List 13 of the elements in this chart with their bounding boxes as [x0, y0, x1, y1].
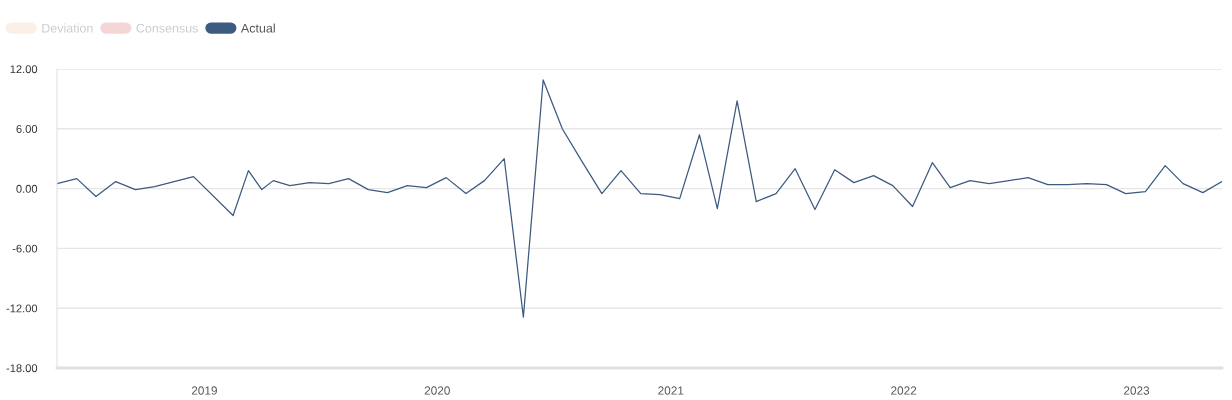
y-tick-label: -18.00 — [6, 364, 38, 373]
x-tick-label: 2023 — [1123, 386, 1150, 395]
y-tick-label: 12.00 — [10, 65, 38, 74]
y-tick-label: -12.00 — [6, 304, 38, 313]
y-tick-label: 6.00 — [16, 125, 38, 133]
legend-label: Actual — [240, 23, 275, 33]
y-tick-label: -6.00 — [12, 244, 38, 253]
x-tick-label: 2022 — [891, 386, 917, 395]
x-tick-label: 2019 — [191, 386, 217, 395]
x-tick-label: 2020 — [424, 386, 450, 395]
line-series — [57, 79, 1222, 318]
y-tick-label: 0.00 — [16, 184, 38, 193]
x-tick-label: 2021 — [658, 386, 684, 395]
